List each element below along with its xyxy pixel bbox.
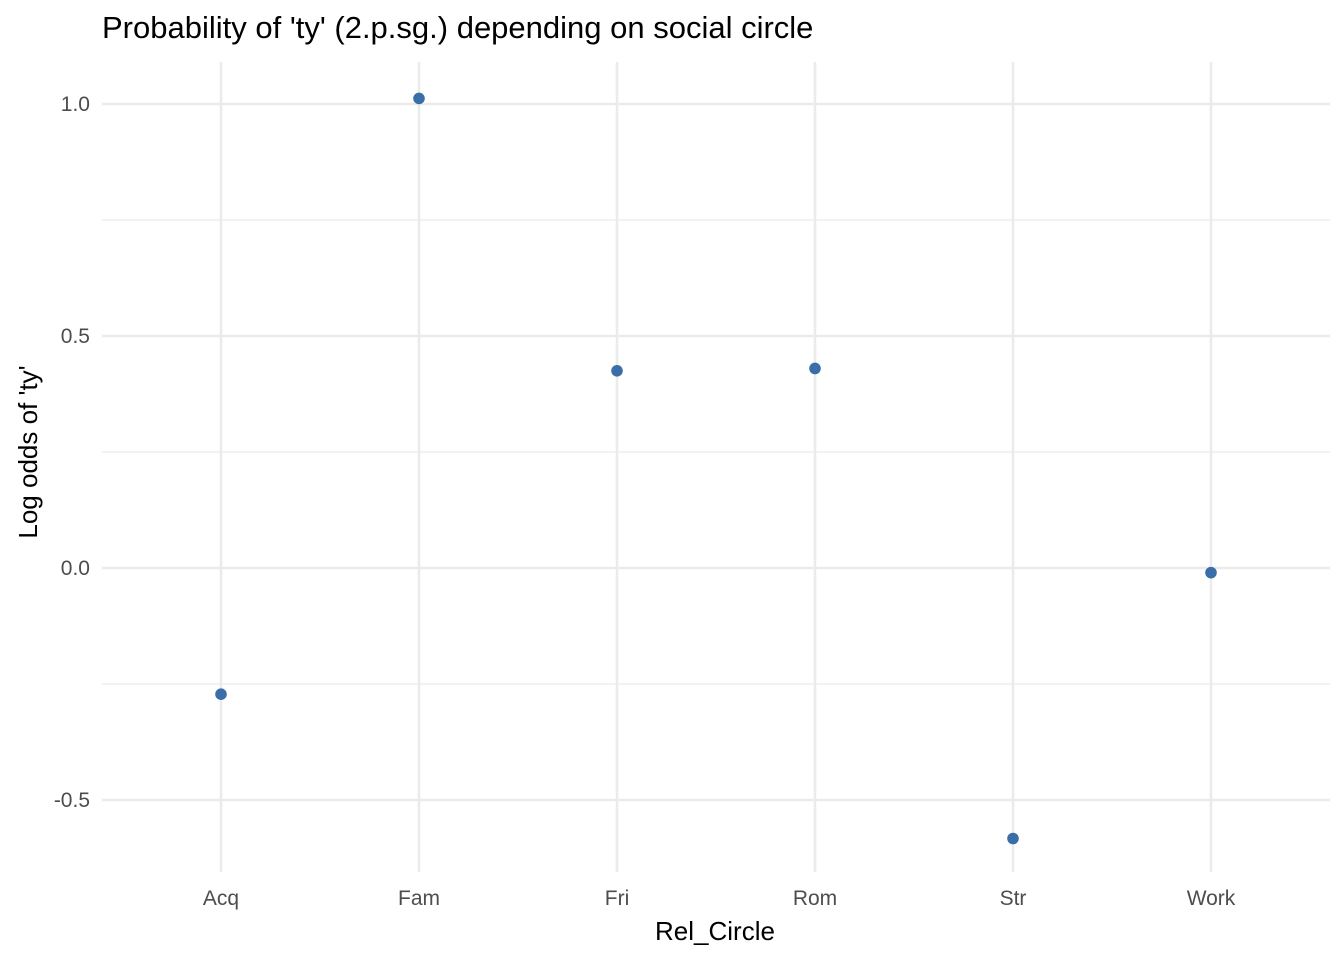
data-point-work — [1205, 566, 1217, 579]
grid-lines — [102, 62, 1330, 872]
data-point-str — [1007, 832, 1019, 845]
x-tick-label: Rom — [793, 887, 837, 910]
x-tick-label: Str — [1000, 887, 1027, 910]
x-tick-label: Fam — [398, 887, 440, 910]
data-point-fri — [611, 365, 623, 377]
y-axis-title: Log odds of 'ty' — [13, 365, 43, 538]
x-axis-title: Rel_Circle — [655, 916, 775, 946]
y-tick-label: 0.0 — [61, 557, 90, 580]
chart-title: Probability of 'ty' (2.p.sg.) depending … — [102, 10, 813, 45]
data-points — [215, 92, 1217, 845]
data-point-fam — [413, 92, 425, 105]
data-point-acq — [215, 688, 227, 701]
y-axis-ticks: -0.5 0.0 0.5 1.0 — [54, 93, 90, 812]
data-point-rom — [809, 362, 821, 375]
y-tick-label: 0.5 — [61, 325, 90, 348]
x-axis-ticks: Acq Fam Fri Rom Str Work — [203, 887, 1236, 910]
y-tick-label: 1.0 — [61, 93, 90, 116]
x-tick-label: Fri — [605, 887, 630, 910]
x-tick-label: Work — [1187, 887, 1236, 910]
y-tick-label: -0.5 — [54, 789, 90, 812]
x-tick-label: Acq — [203, 887, 239, 910]
